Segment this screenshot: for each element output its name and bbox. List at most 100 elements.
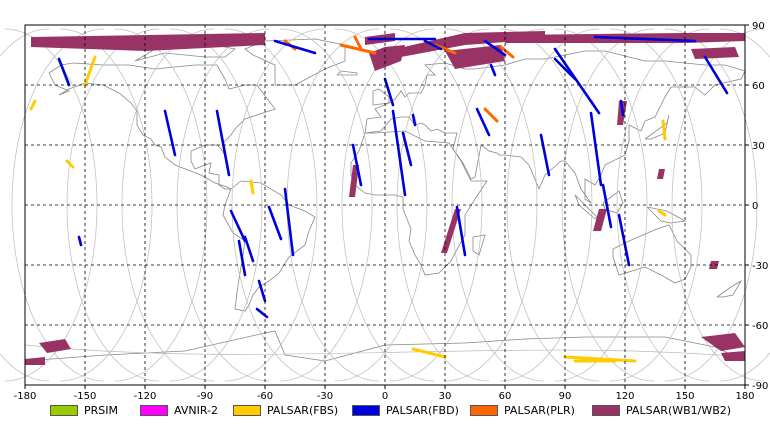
coastline <box>222 180 316 312</box>
swath-palsar-fbd <box>77 235 83 247</box>
x-tick-label: -90 <box>197 391 213 402</box>
x-tick-label: -180 <box>14 391 37 402</box>
x-tick-label: 30 <box>439 391 452 402</box>
legend-item: AVNIR-2 <box>140 402 218 418</box>
x-tick-label: -30 <box>317 391 333 402</box>
swath-palsar-fbd <box>483 39 507 57</box>
legend-label: PALSAR(WB1/WB2) <box>626 403 732 417</box>
x-tick-label: -120 <box>134 391 157 402</box>
swath-palsar-fbd <box>255 307 269 319</box>
coastline <box>364 50 746 204</box>
swath-palsar-fbs <box>65 159 75 169</box>
coastline <box>244 38 346 86</box>
swath-palsar-fbd <box>391 109 407 197</box>
swath-palsar-fbd <box>163 109 177 157</box>
swath-palsar-fbs <box>563 355 637 363</box>
y-tick-label: -60 <box>752 321 768 332</box>
swath-palsar-fbs <box>411 347 447 359</box>
swath-palsar-fbd <box>617 213 631 267</box>
swath-palsar-plr <box>339 43 377 55</box>
coastline <box>716 279 743 298</box>
lat-lon-grid <box>25 25 745 385</box>
legend: PRSIM AVNIR-2 PALSAR(FBS) PALSAR(FBD) PALSAR… <box>0 402 770 422</box>
swath-palsar-fbd <box>257 279 267 303</box>
legend-label: PRSIM <box>84 403 118 417</box>
swath-palsar-wb <box>349 165 359 197</box>
orbit-track <box>616 28 710 382</box>
swath-palsar-fbd <box>267 205 283 241</box>
swath-palsar-fbd <box>383 77 395 107</box>
swath-palsar-wb <box>691 47 739 59</box>
swath-palsar-wb <box>39 339 71 353</box>
legend-item: PALSAR(FBD) <box>352 402 459 418</box>
swath-palsar-fbd <box>489 63 497 77</box>
swath-palsar-fbd <box>411 113 417 127</box>
legend-label: PALSAR(FBD) <box>386 403 459 417</box>
orbit-track <box>0 28 50 382</box>
swath-palsar-fbd <box>619 99 625 117</box>
orbit-track <box>224 28 318 382</box>
swath-palsar-fbs <box>29 99 37 111</box>
swath-palsar-fbd <box>237 239 247 277</box>
swath-palsar-fbd <box>273 39 317 55</box>
coastline <box>372 88 390 106</box>
swath-palsar-wb <box>701 333 745 351</box>
x-tick-label: -60 <box>257 391 273 402</box>
swath-palsar-fbd <box>229 209 247 243</box>
legend-swatch <box>352 404 380 416</box>
orbit-tracks-layer <box>0 28 770 382</box>
x-tick-label: 60 <box>499 391 512 402</box>
orbit-track <box>609 28 703 382</box>
swath-palsar-wb <box>593 209 607 231</box>
x-tick-label: -150 <box>74 391 97 402</box>
axis-ticks: -180 -150 -120 -90 -60 -30 0 30 60 90 120 150 180 90 6… <box>14 21 769 402</box>
x-tick-label: 90 <box>559 391 572 402</box>
orbit-track <box>24 344 746 358</box>
swath-palsar-fbd <box>593 35 697 43</box>
swath-palsar-fbs <box>249 179 255 195</box>
legend-swatch <box>50 404 78 416</box>
legend-swatch <box>470 404 498 416</box>
coastline <box>602 190 624 214</box>
orbit-track <box>279 28 373 382</box>
x-tick-label: 120 <box>615 391 634 402</box>
legend-item: PALSAR(PLR) <box>470 402 575 418</box>
swath-palsar-wb <box>709 261 719 269</box>
swath-palsar-fbd <box>215 109 231 177</box>
swath-palsar-fbd <box>589 111 603 187</box>
coastline <box>574 194 598 220</box>
orbit-track <box>11 28 105 382</box>
swath-palsar-wb <box>657 169 665 179</box>
swath-palsar-wb <box>31 33 265 51</box>
legend-item: PRSIM <box>50 402 118 418</box>
swath-palsar-fbs <box>83 55 97 87</box>
swath-palsar-fbd <box>57 57 71 87</box>
legend-item: PALSAR(WB1/WB2) <box>592 402 731 418</box>
y-tick-label: 90 <box>752 21 765 32</box>
x-tick-label: 0 <box>382 391 388 402</box>
legend-swatch <box>233 404 261 416</box>
y-tick-label: 30 <box>752 141 765 152</box>
swath-palsar-fbd <box>423 39 443 51</box>
swath-palsar-fbs <box>661 119 667 141</box>
swath-palsar-wb <box>369 45 405 71</box>
swath-palsar-fbd <box>401 131 413 167</box>
swath-palsar-fbd <box>351 143 363 187</box>
swath-palsar-wb <box>441 209 461 253</box>
legend-swatch <box>592 404 620 416</box>
swath-palsar-fbd <box>703 55 729 95</box>
swath-palsar-fbd <box>455 205 467 257</box>
swath-palsar-fbd <box>243 235 255 263</box>
observation-swaths-layer <box>25 31 745 365</box>
legend-label: AVNIR-2 <box>174 403 218 417</box>
swath-palsar-fbd <box>553 47 601 115</box>
coastline <box>612 224 692 284</box>
swath-palsar-wb <box>721 351 745 361</box>
swath-palsar-fbd <box>539 133 551 177</box>
swath-palsar-wb <box>445 45 505 69</box>
x-tick-label: 150 <box>675 391 694 402</box>
swath-palsar-fbd <box>475 107 491 137</box>
legend-label: PALSAR(FBS) <box>267 403 339 417</box>
swath-palsar-plr <box>353 35 363 51</box>
